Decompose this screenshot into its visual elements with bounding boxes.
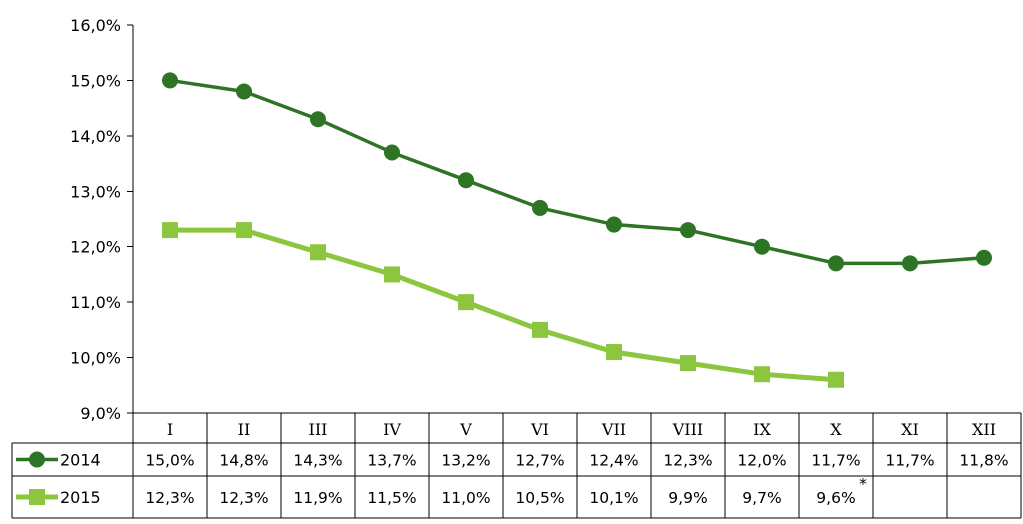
y-tick-label: 12,0% xyxy=(70,238,121,257)
y-tick-label: 16,0% xyxy=(70,16,121,35)
table-cell-2015: 10,5% xyxy=(515,489,564,507)
legend-key-marker-2015 xyxy=(29,489,45,505)
y-tick-label: 9,0% xyxy=(80,404,121,423)
data-point-2014 xyxy=(384,144,400,161)
table-cell-2015: 12,3% xyxy=(219,489,268,507)
data-point-2014 xyxy=(828,255,844,272)
data-point-2015 xyxy=(458,294,474,311)
table-cell-2014: 11,8% xyxy=(959,452,1008,470)
table-cell-2014: 12,0% xyxy=(737,452,786,470)
table-cell-2014: 14,8% xyxy=(219,452,268,470)
x-category-label: V xyxy=(459,420,472,439)
annotation-marker: * xyxy=(859,475,867,493)
series-line-2015 xyxy=(170,227,837,383)
data-point-2015 xyxy=(680,355,696,372)
data-point-2014 xyxy=(976,249,992,266)
data-point-2015 xyxy=(828,371,844,388)
data-point-2014 xyxy=(606,216,622,233)
x-category-label: III xyxy=(309,420,328,439)
table-cell-2014: 12,7% xyxy=(515,452,564,470)
x-category-label: II xyxy=(238,420,251,439)
table-cell-2014: 12,3% xyxy=(663,452,712,470)
table-cell-2014: 12,4% xyxy=(589,452,638,470)
data-point-2014 xyxy=(680,222,696,239)
legend-label-2014: 2014 xyxy=(60,451,101,470)
table-cell-2015: 11,9% xyxy=(293,489,342,507)
x-category-label: VII xyxy=(601,420,626,439)
y-tick-label: 14,0% xyxy=(70,127,121,146)
table-cell-2014: 15,0% xyxy=(145,452,194,470)
data-point-2015 xyxy=(606,344,622,361)
legend-key-marker-2014 xyxy=(29,451,45,468)
table-cell-2014: 11,7% xyxy=(885,452,934,470)
x-category-label: XI xyxy=(901,420,919,439)
x-category-label: IX xyxy=(753,420,771,439)
legend-label-2015: 2015 xyxy=(60,488,101,507)
x-category-label: VIII xyxy=(672,420,704,439)
data-point-2015 xyxy=(236,222,252,239)
x-category-label: IV xyxy=(383,420,401,439)
table-cell-2014: 11,7% xyxy=(811,452,860,470)
table-cell-2015: 9,7% xyxy=(742,489,781,507)
y-tick-label: 13,0% xyxy=(70,182,121,201)
data-point-2014 xyxy=(310,111,326,128)
x-category-label: I xyxy=(167,420,173,439)
table-cell-2015: 9,6% xyxy=(816,489,855,507)
data-point-2014 xyxy=(162,72,178,89)
data-point-2014 xyxy=(236,83,252,100)
data-point-2014 xyxy=(902,255,918,272)
table-cell-2015: 11,0% xyxy=(441,489,490,507)
data-point-2015 xyxy=(310,244,326,261)
table-cell-2015: 11,5% xyxy=(367,489,416,507)
table-cell-2014: 13,7% xyxy=(367,452,416,470)
x-category-label: X xyxy=(830,420,842,439)
data-point-2014 xyxy=(754,238,770,255)
data-point-2015 xyxy=(754,366,770,383)
series-line-2014 xyxy=(169,78,985,266)
data-point-2015 xyxy=(384,266,400,283)
data-point-2015 xyxy=(162,222,178,239)
data-point-2014 xyxy=(532,199,548,216)
x-category-label: XII xyxy=(972,420,996,439)
y-tick-label: 15,0% xyxy=(70,71,121,90)
table-cell-2014: 13,2% xyxy=(441,452,490,470)
data-point-2014 xyxy=(458,172,474,189)
table-cell-2015: 10,1% xyxy=(589,489,638,507)
y-tick-label: 11,0% xyxy=(70,293,121,312)
table-cell-2014: 14,3% xyxy=(293,452,342,470)
data-point-2015 xyxy=(532,321,548,338)
y-tick-label: 10,0% xyxy=(70,349,121,368)
x-category-label: VI xyxy=(530,420,549,439)
table-cell-2015: 12,3% xyxy=(145,489,194,507)
table-cell-2015: 9,9% xyxy=(668,489,707,507)
